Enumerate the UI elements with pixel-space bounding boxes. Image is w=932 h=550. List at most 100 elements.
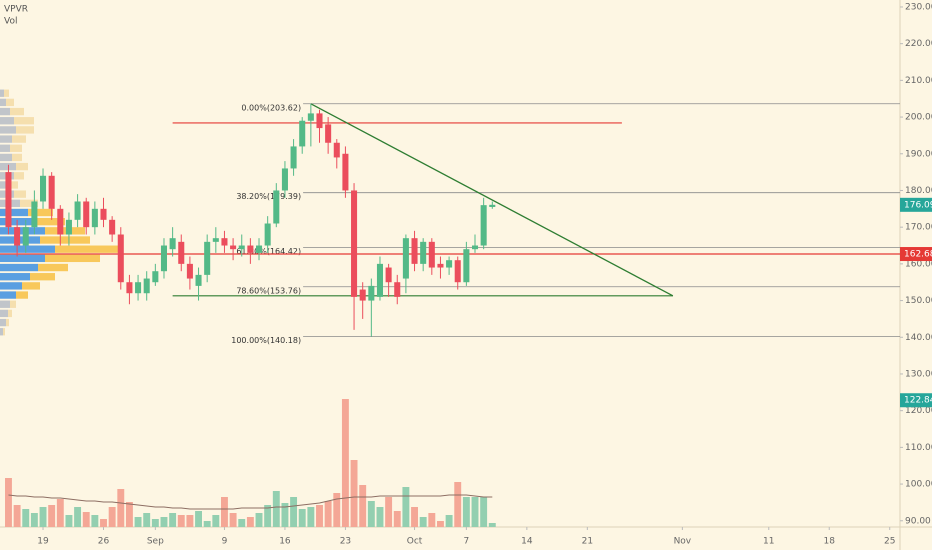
volume-bar <box>454 482 462 527</box>
vpvr-down <box>14 172 24 180</box>
candle-body <box>143 278 150 294</box>
candle-body <box>290 146 297 169</box>
volume-bar <box>238 519 246 527</box>
vpvr-down <box>35 217 65 226</box>
volume-bar <box>100 519 107 527</box>
candle-body <box>65 219 72 235</box>
y-tick-label: 170.00 <box>905 223 932 233</box>
vpvr-down <box>28 208 53 217</box>
volume-bar <box>480 497 488 527</box>
candle-body <box>221 238 228 246</box>
volume-bar <box>341 399 349 527</box>
vpvr-down <box>14 190 26 198</box>
volume-bar <box>195 511 202 527</box>
vpvr-up <box>0 318 6 327</box>
candle-body <box>195 274 202 286</box>
candle-body <box>437 263 444 268</box>
candle-body <box>117 234 124 283</box>
volume-bar <box>419 517 427 527</box>
candle-body <box>411 238 418 264</box>
vpvr-down <box>40 236 90 244</box>
volume-bar <box>376 507 384 527</box>
vpvr-up <box>0 144 10 152</box>
y-tick-label: 140.00 <box>905 333 932 343</box>
candle-body <box>281 168 288 191</box>
vpvr-up <box>0 153 12 162</box>
volume-bar <box>169 513 177 527</box>
volume-bar <box>48 505 56 527</box>
vpvr-up <box>0 245 55 253</box>
candle-body <box>83 201 90 228</box>
candle-body <box>480 205 487 246</box>
vpvr-up <box>0 181 10 189</box>
vpvr-down <box>10 300 16 308</box>
candle-body <box>446 260 453 268</box>
vpvr-up <box>0 117 14 125</box>
volume-bar <box>125 502 133 527</box>
volume-bar <box>350 460 358 527</box>
y-tick-label: 190.00 <box>905 149 932 159</box>
x-tick-label: Oct <box>407 537 423 547</box>
fib-label: 78.60%(153.76) <box>236 286 301 295</box>
volume-bar <box>290 497 298 527</box>
fib-label: 0.00%(203.62) <box>241 103 301 112</box>
candle-body <box>402 238 409 279</box>
vpvr-up <box>0 328 3 336</box>
volume-bar <box>5 478 12 527</box>
vpvr-up <box>0 135 12 143</box>
volume-bar <box>385 497 393 527</box>
volume-bar <box>229 513 237 527</box>
candle-body <box>247 245 254 253</box>
price-badge-label: 122.84 <box>904 396 932 406</box>
vpvr-up <box>0 89 4 97</box>
volume-bar <box>212 515 220 527</box>
vpvr-down <box>30 273 55 281</box>
y-tick-label: 160.00 <box>905 259 932 269</box>
vpvr-down <box>6 98 14 107</box>
x-tick-label: 18 <box>824 537 836 547</box>
indicator-label: Vol <box>4 17 17 27</box>
volume-bar <box>13 505 21 527</box>
candle-body <box>325 124 332 143</box>
candle-body <box>238 245 245 250</box>
volume-bar <box>264 505 272 527</box>
candle-body <box>48 175 55 209</box>
volume-bar <box>436 521 444 527</box>
candle-body <box>264 223 271 246</box>
vpvr-down <box>55 245 120 253</box>
candle-body <box>333 142 340 158</box>
x-tick-label: 7 <box>464 537 470 547</box>
candle-body <box>273 190 280 224</box>
vpvr-up <box>0 227 45 235</box>
candle-body <box>230 245 237 250</box>
vpvr-up <box>0 126 16 134</box>
volume-bar <box>117 489 125 527</box>
vpvr-up <box>0 300 10 308</box>
x-tick-label: 16 <box>279 537 291 547</box>
volume-bar <box>462 497 470 527</box>
volume-bar <box>143 513 151 527</box>
candle-body <box>454 260 461 283</box>
volume-bar <box>272 491 280 527</box>
volume-bar <box>82 512 90 527</box>
volume-bar <box>134 517 142 527</box>
candle-body <box>394 282 401 297</box>
vpvr-down <box>16 126 34 134</box>
x-tick-label: Nov <box>674 537 692 547</box>
vpvr-up <box>0 263 38 272</box>
candle-body <box>463 249 470 283</box>
candle-body <box>5 172 12 228</box>
x-tick-label: Sep <box>147 537 164 547</box>
volume-bar <box>393 511 401 527</box>
price-badge-label: 162.68 <box>904 250 932 260</box>
y-tick-label: 210.00 <box>905 76 932 86</box>
indicator-label: VPVR <box>4 5 28 15</box>
y-tick-label: 200.00 <box>905 113 932 123</box>
fib-label: 61.80%(164.42) <box>236 247 301 256</box>
y-tick-label: 100.00 <box>905 480 932 490</box>
vpvr-down <box>10 144 22 152</box>
vpvr-down <box>14 117 34 125</box>
volume-bar <box>246 517 254 527</box>
candle-body <box>489 204 496 207</box>
